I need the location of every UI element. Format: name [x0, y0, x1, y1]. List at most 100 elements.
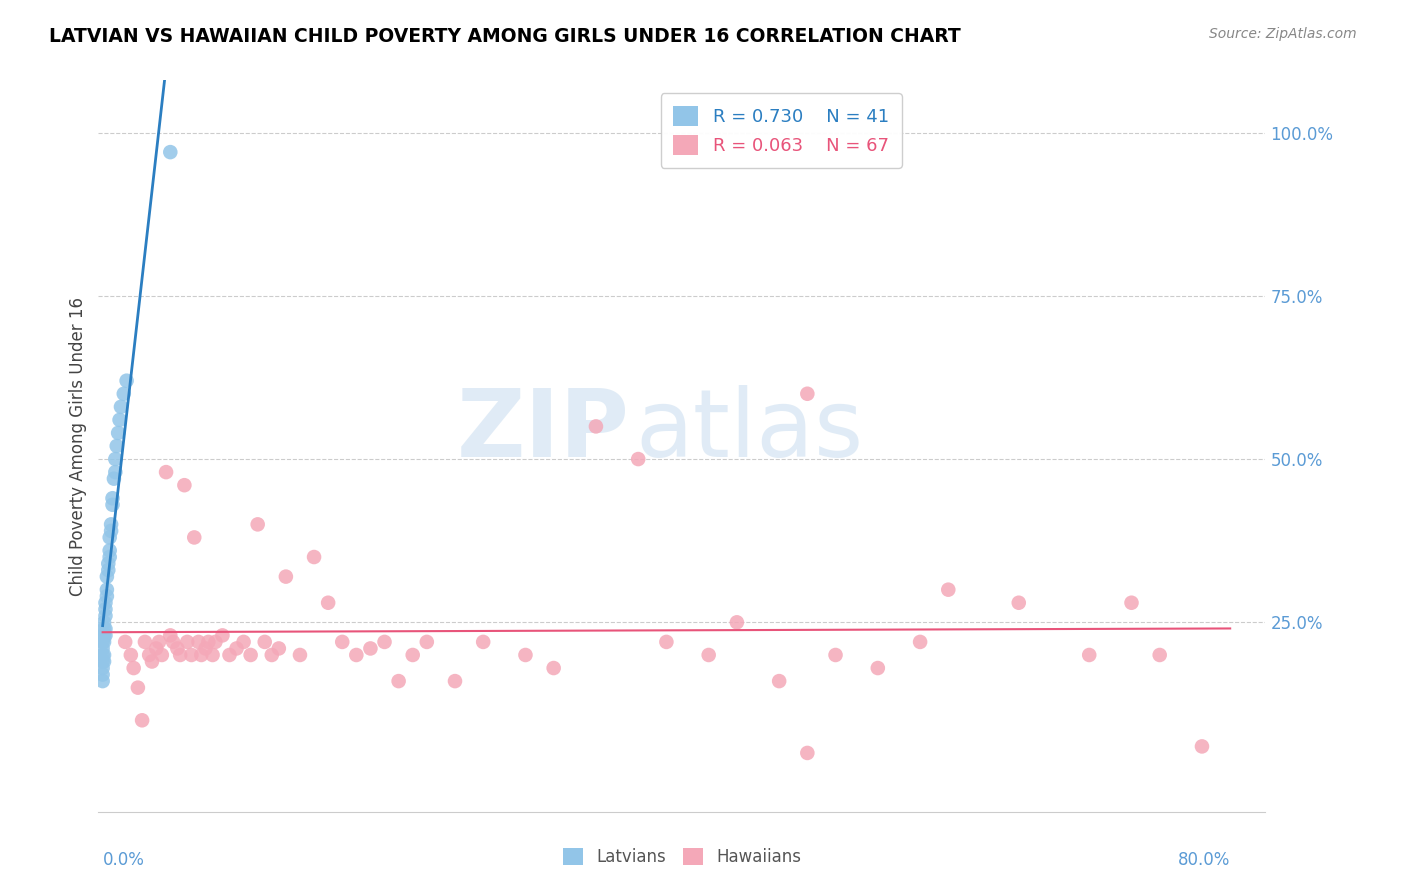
Point: [96, 589, 118, 603]
Point: [655, 635, 678, 649]
Point: [197, 635, 219, 649]
Text: ZIP: ZIP: [457, 385, 630, 477]
Point: [159, 145, 181, 160]
Legend: Latvians, Hawaiians: Latvians, Hawaiians: [557, 841, 807, 873]
Point: [218, 648, 240, 662]
Point: [122, 661, 145, 675]
Point: [101, 491, 124, 506]
Point: [94, 608, 117, 623]
Point: [94, 602, 117, 616]
Point: [100, 517, 122, 532]
Point: [108, 413, 131, 427]
Point: [183, 530, 205, 544]
Point: [91, 641, 114, 656]
Point: [138, 648, 160, 662]
Point: [150, 648, 173, 662]
Point: [93, 622, 115, 636]
Point: [104, 452, 127, 467]
Point: [1078, 648, 1101, 662]
Point: [148, 635, 170, 649]
Point: [115, 374, 138, 388]
Point: [101, 498, 124, 512]
Point: [246, 517, 269, 532]
Point: [201, 648, 224, 662]
Point: [316, 596, 339, 610]
Point: [725, 615, 748, 630]
Point: [274, 569, 297, 583]
Point: [180, 648, 202, 662]
Point: [302, 549, 325, 564]
Point: [91, 655, 114, 669]
Point: [824, 648, 846, 662]
Point: [114, 635, 136, 649]
Point: [515, 648, 537, 662]
Point: [98, 530, 121, 544]
Point: [253, 635, 276, 649]
Point: [190, 648, 212, 662]
Point: [260, 648, 283, 662]
Point: [131, 714, 153, 728]
Point: [187, 635, 209, 649]
Point: [91, 628, 114, 642]
Point: [159, 628, 181, 642]
Point: [194, 641, 217, 656]
Point: [1121, 596, 1143, 610]
Point: [697, 648, 720, 662]
Point: [373, 635, 395, 649]
Point: [585, 419, 607, 434]
Point: [211, 628, 233, 642]
Point: [232, 635, 254, 649]
Point: [627, 452, 650, 467]
Point: [225, 641, 247, 656]
Point: [402, 648, 425, 662]
Point: [91, 674, 114, 689]
Point: [796, 386, 818, 401]
Point: [93, 635, 115, 649]
Point: [768, 674, 790, 689]
Point: [134, 635, 156, 649]
Point: [104, 465, 127, 479]
Point: [91, 661, 114, 675]
Point: [330, 635, 353, 649]
Text: atlas: atlas: [636, 385, 863, 477]
Point: [359, 641, 381, 656]
Point: [145, 641, 167, 656]
Point: [100, 524, 122, 538]
Point: [155, 465, 177, 479]
Point: [166, 641, 188, 656]
Point: [444, 674, 467, 689]
Point: [97, 563, 120, 577]
Point: [239, 648, 262, 662]
Point: [93, 628, 115, 642]
Point: [162, 635, 184, 649]
Point: [169, 648, 191, 662]
Point: [96, 582, 118, 597]
Point: [98, 549, 121, 564]
Point: [1008, 596, 1031, 610]
Point: [94, 596, 117, 610]
Point: [127, 681, 149, 695]
Point: [110, 400, 132, 414]
Point: [267, 641, 290, 656]
Point: [543, 661, 565, 675]
Point: [93, 655, 115, 669]
Point: [107, 425, 129, 440]
Point: [98, 543, 121, 558]
Point: [388, 674, 411, 689]
Point: [91, 635, 114, 649]
Text: Source: ZipAtlas.com: Source: ZipAtlas.com: [1209, 27, 1357, 41]
Point: [96, 569, 118, 583]
Point: [1149, 648, 1171, 662]
Point: [866, 661, 889, 675]
Text: LATVIAN VS HAWAIIAN CHILD POVERTY AMONG GIRLS UNDER 16 CORRELATION CHART: LATVIAN VS HAWAIIAN CHILD POVERTY AMONG …: [49, 27, 960, 45]
Point: [105, 439, 128, 453]
Point: [91, 667, 114, 681]
Point: [936, 582, 959, 597]
Point: [173, 478, 195, 492]
Point: [112, 386, 135, 401]
Y-axis label: Child Poverty Among Girls Under 16: Child Poverty Among Girls Under 16: [69, 296, 87, 596]
Point: [1191, 739, 1213, 754]
Point: [103, 472, 125, 486]
Point: [94, 622, 117, 636]
Text: 0.0%: 0.0%: [103, 851, 145, 869]
